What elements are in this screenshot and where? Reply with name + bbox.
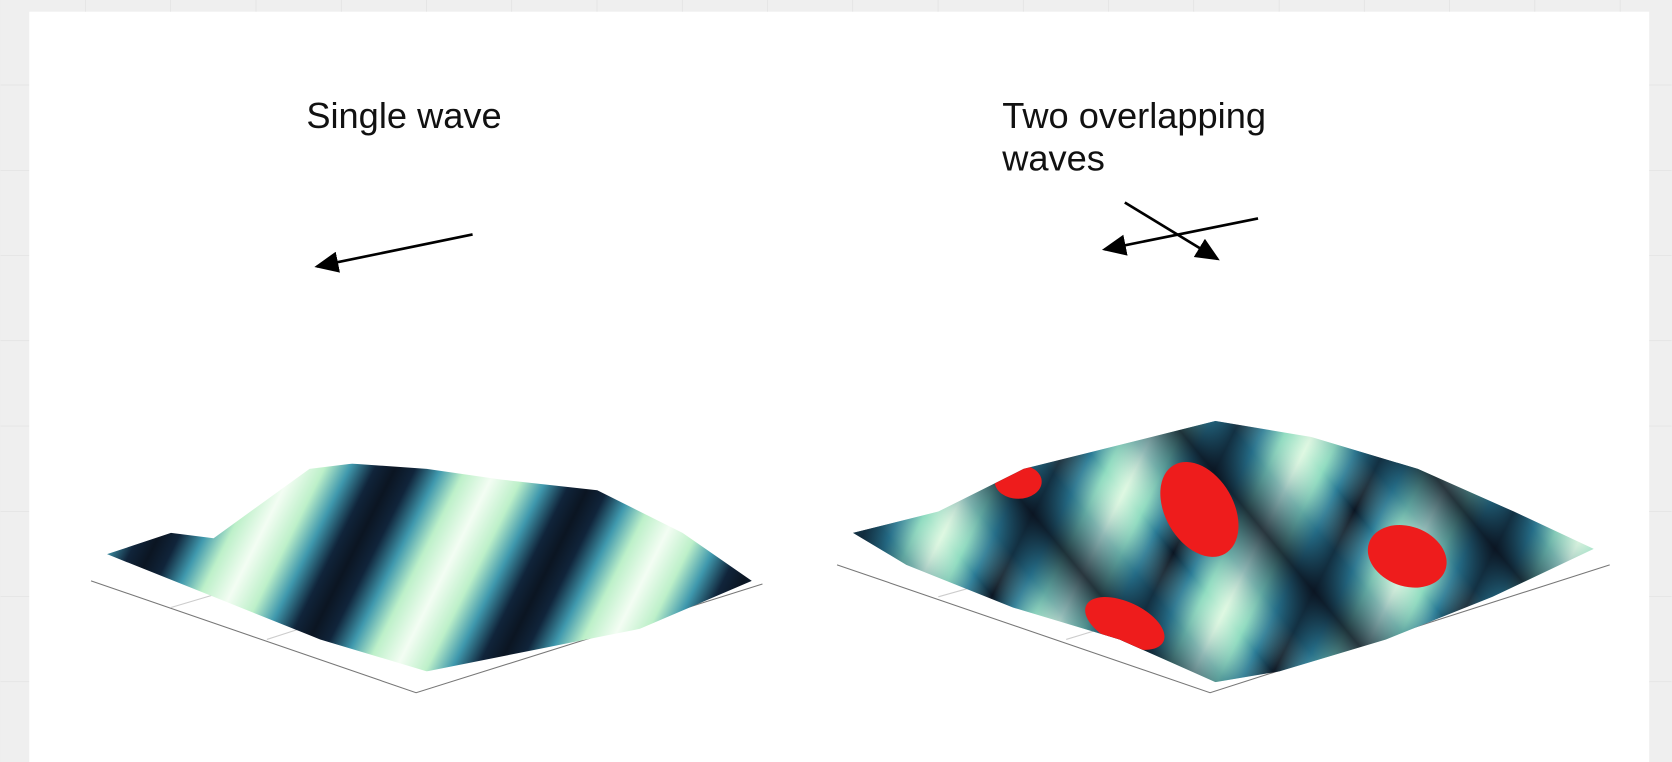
right-title-line: Two overlapping xyxy=(1002,95,1266,136)
left-title: Single wave xyxy=(306,95,501,136)
slide: Single wave Two overlapping waves xyxy=(0,0,1672,762)
slide-panel xyxy=(29,12,1649,762)
right-title-line: waves xyxy=(1001,138,1105,179)
page: {"left_panel": {"title": "Single wave"},… xyxy=(0,0,1672,762)
